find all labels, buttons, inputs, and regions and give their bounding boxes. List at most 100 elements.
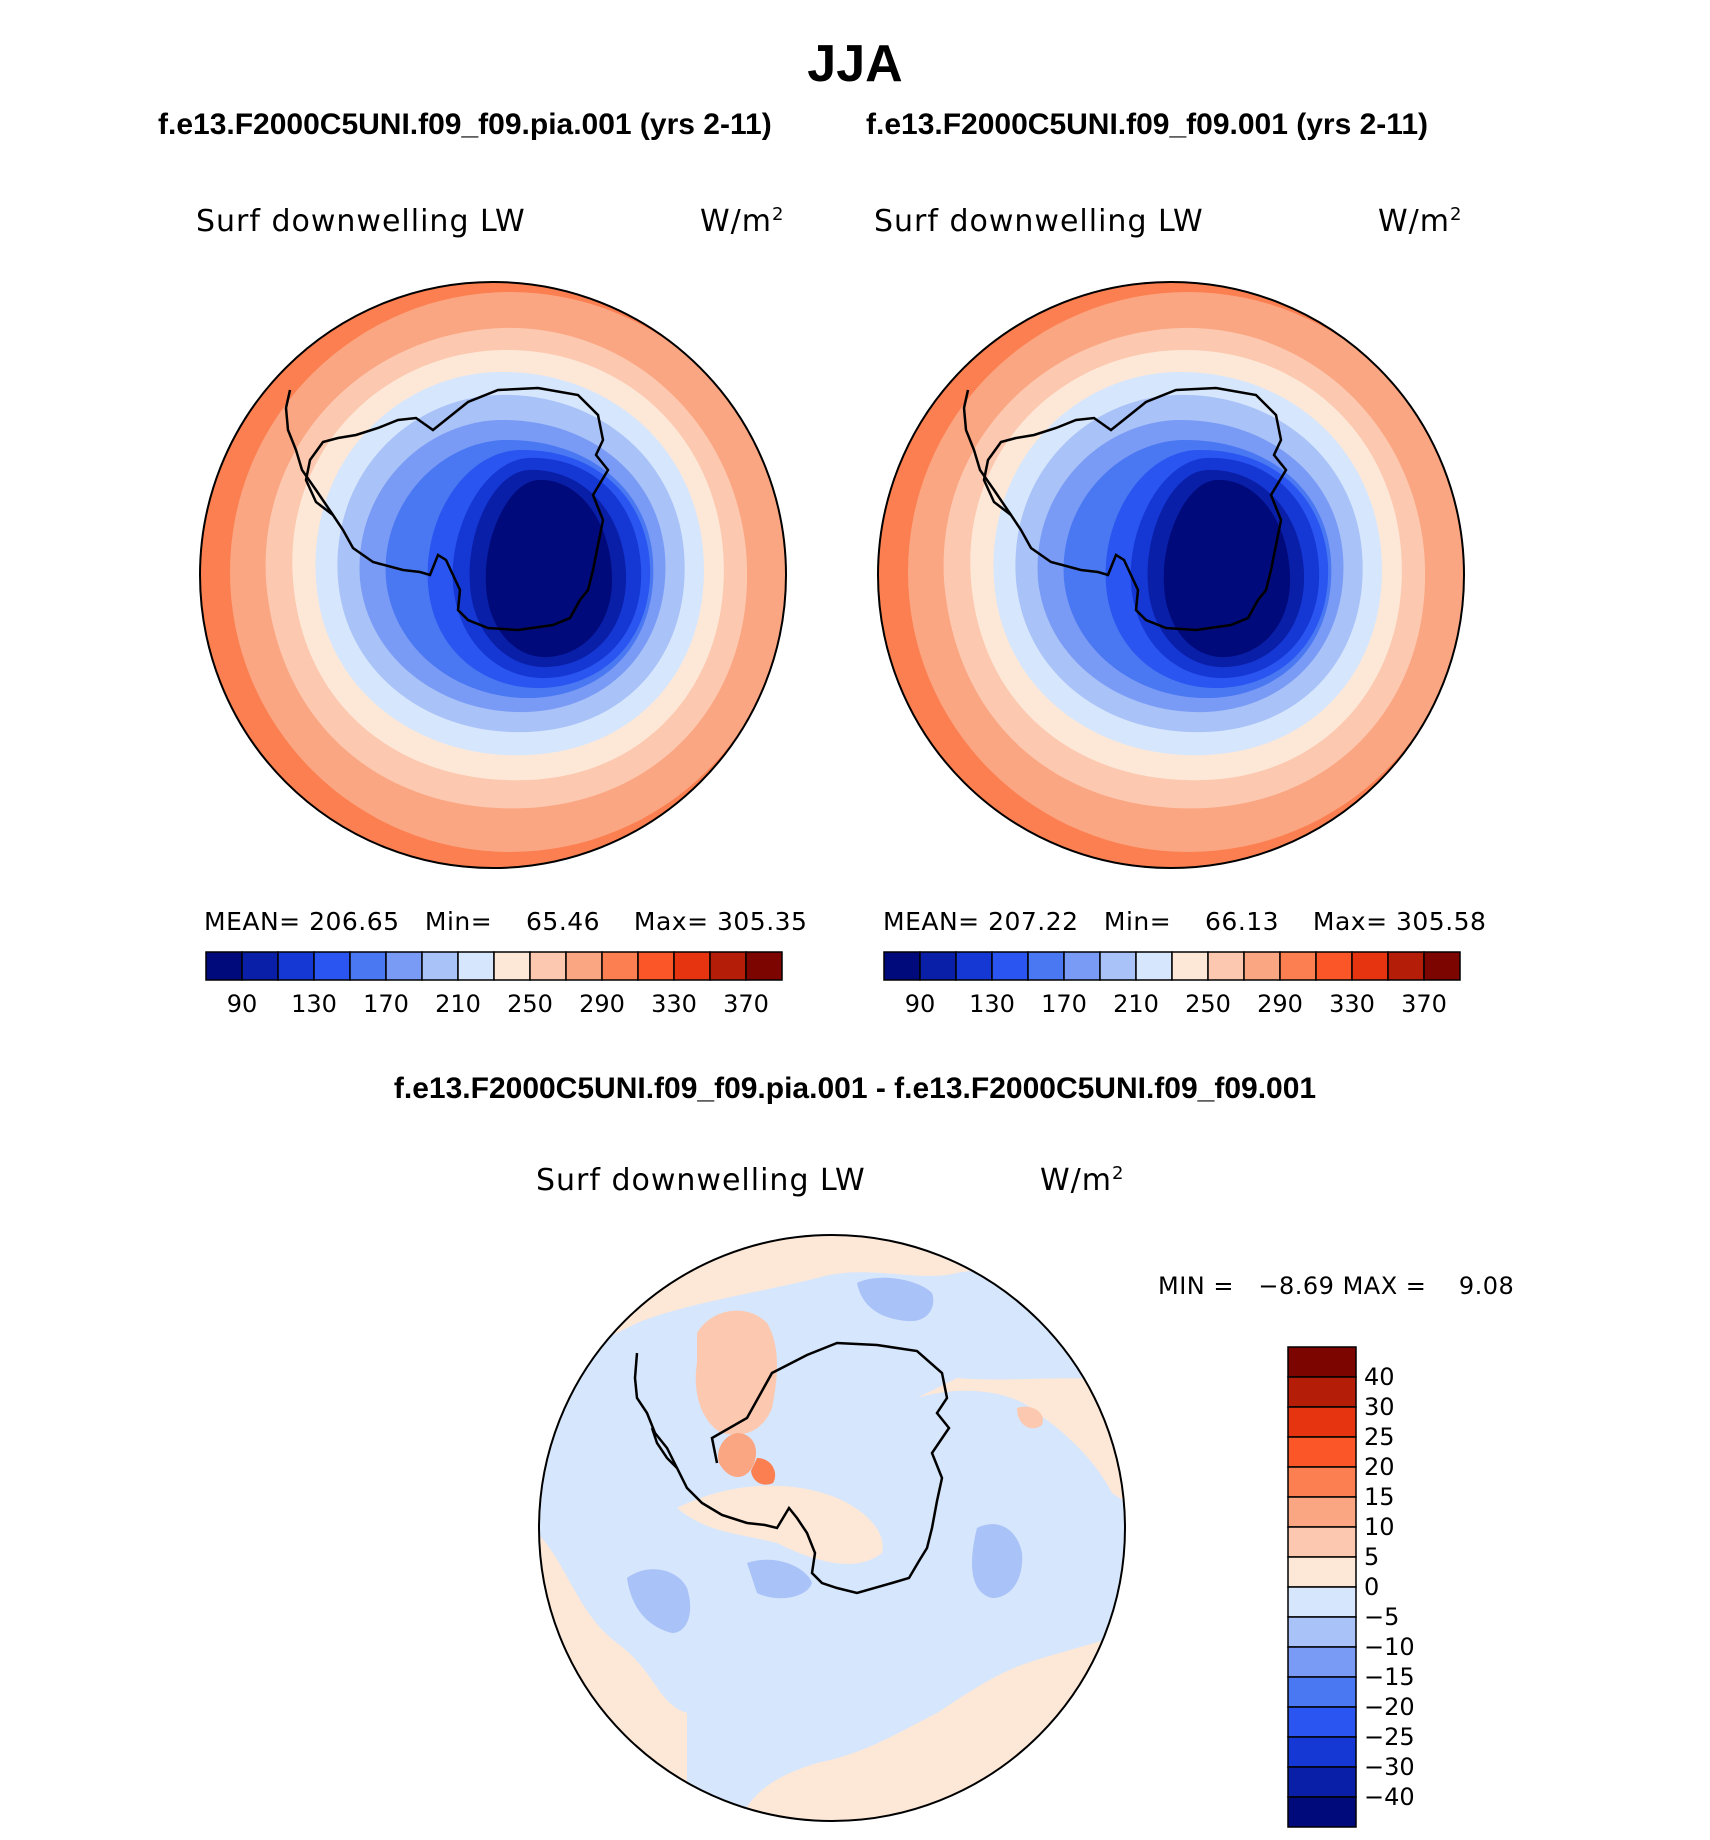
colorbar-tick-label: 370: [723, 990, 769, 1018]
variable-label-left: Surf downwelling LW: [196, 204, 526, 239]
antarctica-coastline: [650, 1341, 951, 1595]
colorbar-swatch: [277, 951, 315, 981]
max-label: Max=: [633, 907, 709, 936]
colorbar-tick-label: 30: [1364, 1393, 1395, 1421]
units-exponent: 2: [772, 204, 785, 225]
min-label: Min=: [424, 907, 493, 936]
map-right: [877, 281, 1465, 869]
diff-max-value: 9.08: [1458, 1272, 1515, 1300]
colorbar-tick-label: 15: [1364, 1483, 1395, 1511]
colorbar-swatch: [1287, 1526, 1357, 1558]
colorbar-swatch: [1287, 1616, 1357, 1648]
colorbar-tick-label: 0: [1364, 1573, 1379, 1601]
colorbar-swatch: [1287, 1496, 1357, 1528]
units-base: W/m: [1040, 1163, 1112, 1198]
units-exponent: 2: [1112, 1163, 1125, 1184]
stats-right: MEAN= 207.22 Min= 66.13 Max= 305.58: [883, 907, 1486, 936]
colorbar-swatch: [385, 951, 423, 981]
colorbar-tick-label: 25: [1364, 1423, 1395, 1451]
map-diff: [538, 1234, 1126, 1822]
colorbar-tick-label: 330: [1329, 990, 1375, 1018]
antarctica-coastline: [982, 386, 1288, 632]
colorbar-swatch: [1027, 951, 1065, 981]
units-label-right: W/m2: [1378, 204, 1462, 239]
colorbar-swatch: [1287, 1466, 1357, 1498]
colorbar-swatch: [493, 951, 531, 981]
colorbar-tick-label: 130: [291, 990, 337, 1018]
colorbar-swatch: [1135, 951, 1173, 981]
colorbar-swatch: [1287, 1406, 1357, 1438]
colorbar-swatch: [919, 951, 957, 981]
min-value: 66.13: [1205, 907, 1280, 936]
colorbar-swatch: [529, 951, 567, 981]
antarctica-coastline: [304, 386, 610, 632]
colorbar-tick-label: 210: [435, 990, 481, 1018]
case-title-right: f.e13.F2000C5UNI.f09_f09.001 (yrs 2-11): [866, 108, 1429, 141]
colorbar-tick-label: −25: [1364, 1723, 1415, 1751]
antarctic-peninsula: [633, 1352, 679, 1469]
units-exponent: 2: [1450, 204, 1463, 225]
colorbar-tick-label: 10: [1364, 1513, 1395, 1541]
mean-value: 207.22: [988, 907, 1079, 936]
colorbar-tick-label: −20: [1364, 1693, 1415, 1721]
colorbar-swatch: [1207, 951, 1245, 981]
colorbar-tick-label: 170: [363, 990, 409, 1018]
mean-value: 206.65: [309, 907, 400, 936]
colorbar-tick-label: −15: [1364, 1663, 1415, 1691]
colorbar-swatch: [1387, 951, 1425, 981]
colorbar-tick-label: 370: [1401, 990, 1447, 1018]
colorbar-swatch: [457, 951, 495, 981]
colorbar-tick-label: 330: [651, 990, 697, 1018]
colorbar-tick-label: 250: [507, 990, 553, 1018]
colorbar-swatch: [709, 951, 747, 981]
variable-label-diff: Surf downwelling LW: [536, 1163, 866, 1198]
colorbar-swatch: [565, 951, 603, 981]
units-base: W/m: [700, 204, 772, 239]
colorbar-swatch: [1287, 1766, 1357, 1798]
colorbar-swatch: [1171, 951, 1209, 981]
season-title: JJA: [807, 35, 903, 93]
colorbar-swatch: [673, 951, 711, 981]
max-value: 305.58: [1395, 907, 1487, 936]
colorbar-swatch: [1423, 951, 1461, 981]
diff-title: f.e13.F2000C5UNI.f09_f09.pia.001 - f.e13…: [393, 1072, 1317, 1105]
max-label: Max=: [1312, 907, 1388, 936]
colorbar-swatch: [1099, 951, 1137, 981]
colorbar-swatch: [1287, 1736, 1357, 1768]
colorbar-tick-label: 5: [1364, 1543, 1379, 1571]
colorbar-swatch: [421, 951, 459, 981]
diff-min-label: MIN =: [1158, 1272, 1234, 1300]
colorbar-tick-label: 40: [1364, 1363, 1395, 1391]
colorbar-left: 90 130 170 210 250 290 330 370: [205, 951, 783, 1018]
colorbar-tick-label: 90: [227, 990, 258, 1018]
colorbar-tick-label: 130: [969, 990, 1015, 1018]
colorbar-tick-label: 210: [1113, 990, 1159, 1018]
colorbar-swatch: [601, 951, 639, 981]
colorbar-swatch: [1287, 1586, 1357, 1618]
mean-label: MEAN=: [204, 907, 301, 936]
units-label-diff: W/m2: [1040, 1163, 1124, 1198]
colorbar-swatch: [313, 951, 351, 981]
stats-left: MEAN= 206.65 Min= 65.46 Max= 305.35: [204, 907, 807, 936]
diff-min-value: −8.69: [1258, 1272, 1335, 1300]
colorbar-swatch: [1243, 951, 1281, 981]
colorbar-swatch: [745, 951, 783, 981]
colorbar-tick-label: 170: [1041, 990, 1087, 1018]
colorbar-swatch: [1287, 1346, 1357, 1378]
map-boundary: [199, 281, 787, 869]
colorbar-tick-label: 250: [1185, 990, 1231, 1018]
colorbar-tick-label: 290: [579, 990, 625, 1018]
colorbar-swatch: [1287, 1676, 1357, 1708]
colorbar-right: 90 130 170 210 250 290 330 370: [883, 951, 1461, 1018]
min-value: 65.46: [526, 907, 601, 936]
colorbar-swatch: [241, 951, 279, 981]
colorbar-swatch: [991, 951, 1029, 981]
colorbar-tick-label: −10: [1364, 1633, 1415, 1661]
colorbar-swatch: [1287, 1706, 1357, 1738]
colorbar-swatch: [1063, 951, 1101, 981]
colorbar-swatch: [349, 951, 387, 981]
colorbar-swatch: [1287, 1436, 1357, 1468]
diff-max-label: MAX =: [1342, 1272, 1427, 1300]
colorbar-swatch: [1287, 1376, 1357, 1408]
colorbar-tick-label: −30: [1364, 1753, 1415, 1781]
